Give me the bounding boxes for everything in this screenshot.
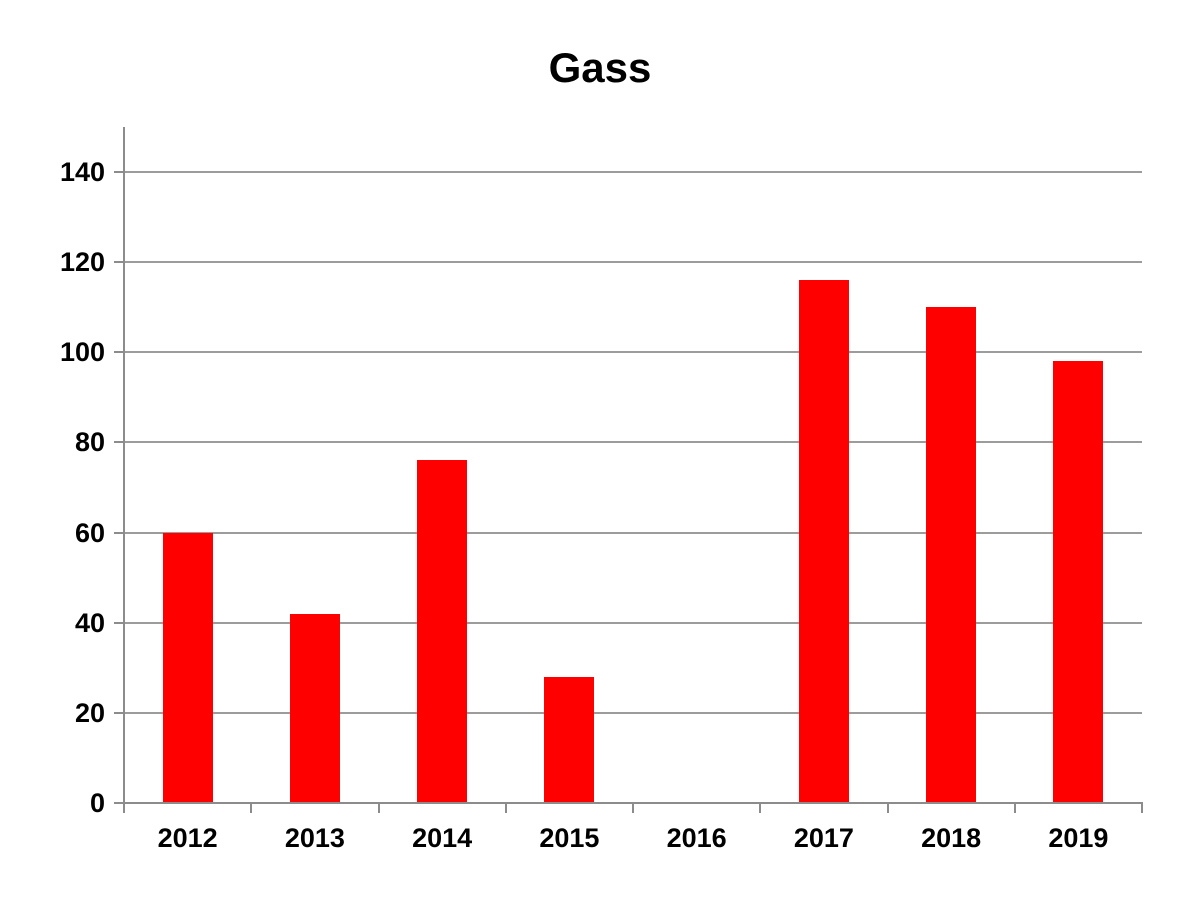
x-tick-6 [886, 803, 889, 813]
gridline-100 [124, 351, 1142, 354]
y-tick-label-100: 100 [59, 337, 105, 368]
x-tick-8 [1141, 803, 1143, 813]
bar-2018 [926, 307, 977, 803]
gridline-80 [124, 441, 1142, 444]
y-tick-label-60: 60 [74, 517, 105, 548]
chart-title: Gass [548, 44, 652, 91]
y-tick-label-0: 0 [89, 788, 105, 818]
x-tick-2 [377, 803, 380, 813]
y-tick-20 [114, 711, 124, 714]
y-tick-label-40: 40 [74, 607, 105, 638]
bar-2013 [289, 613, 340, 803]
bar-2015 [544, 676, 595, 803]
gridline-120 [124, 261, 1142, 264]
bar-2019 [1053, 361, 1104, 803]
y-tick-80 [114, 441, 124, 444]
gridline-40 [124, 621, 1142, 624]
gridline-140 [124, 171, 1142, 174]
x-tick-7 [1013, 803, 1016, 813]
y-tick-40 [114, 621, 124, 624]
x-tick-label-2015: 2015 [539, 823, 600, 853]
x-axis-line [124, 802, 1143, 804]
y-tick-100 [114, 351, 124, 354]
x-tick-1 [250, 803, 253, 813]
bar-2012 [162, 532, 213, 803]
x-tick-3 [504, 803, 507, 813]
x-tick-5 [759, 803, 762, 813]
gridline-20 [124, 711, 1142, 714]
y-tick-140 [114, 171, 124, 174]
y-tick-120 [114, 261, 124, 264]
y-tick-0 [114, 802, 124, 804]
bar-2017 [798, 280, 849, 803]
bar-2014 [417, 460, 468, 803]
y-tick-label-140: 140 [59, 157, 105, 188]
x-tick-label-2018: 2018 [921, 823, 982, 853]
x-tick-label-2016: 2016 [666, 823, 727, 853]
y-tick-label-80: 80 [74, 427, 105, 458]
x-tick-label-2017: 2017 [793, 823, 854, 853]
y-tick-label-120: 120 [59, 247, 105, 278]
y-tick-60 [114, 531, 124, 534]
x-tick-4 [632, 803, 634, 813]
y-axis-line [123, 127, 125, 813]
gridline-60 [124, 531, 1142, 534]
x-tick-label-2014: 2014 [412, 823, 473, 853]
x-tick-label-2019: 2019 [1048, 823, 1109, 853]
y-tick-label-20: 20 [74, 697, 105, 728]
x-tick-label-2013: 2013 [284, 823, 345, 853]
x-tick-label-2012: 2012 [157, 823, 218, 853]
